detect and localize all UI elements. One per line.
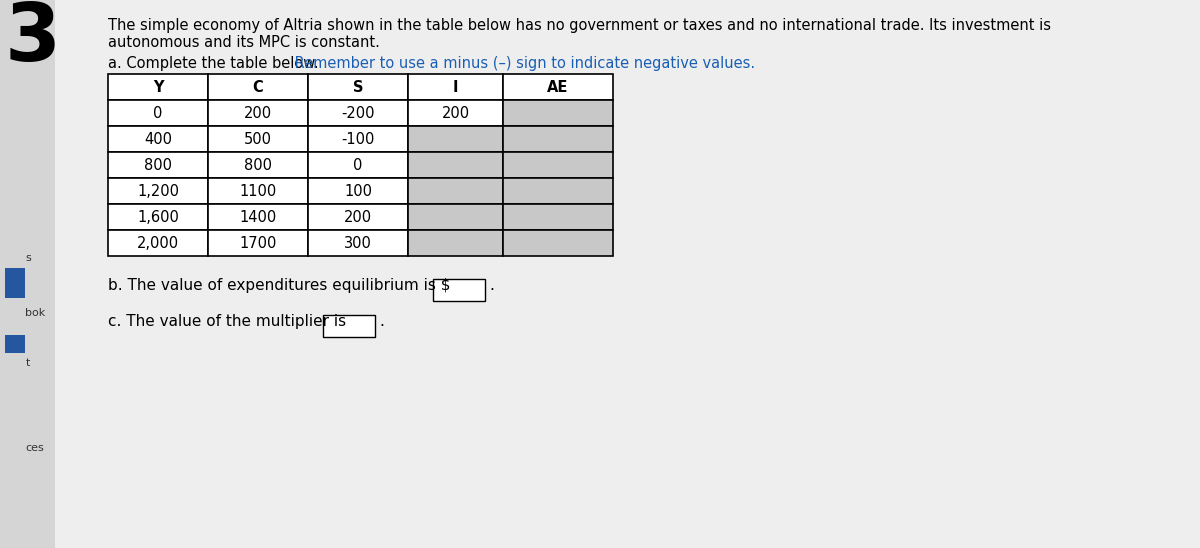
Bar — [108, 74, 208, 100]
Text: bok: bok — [25, 308, 46, 318]
Bar — [108, 178, 208, 204]
Bar — [408, 204, 503, 230]
Bar — [5, 335, 25, 353]
Bar — [503, 126, 613, 152]
Bar — [503, 178, 613, 204]
Bar — [308, 230, 408, 256]
Bar — [208, 152, 308, 178]
Bar — [408, 230, 503, 256]
Bar — [208, 230, 308, 256]
Text: S: S — [353, 79, 364, 94]
Text: 1100: 1100 — [239, 184, 277, 198]
Text: 1400: 1400 — [239, 209, 277, 225]
Text: 3: 3 — [5, 0, 61, 78]
Text: I: I — [452, 79, 458, 94]
Text: s: s — [25, 253, 31, 263]
Text: 800: 800 — [244, 157, 272, 173]
Bar — [408, 74, 503, 100]
Text: AE: AE — [547, 79, 569, 94]
Bar — [408, 178, 503, 204]
Text: 1,200: 1,200 — [137, 184, 179, 198]
Text: 100: 100 — [344, 184, 372, 198]
Text: autonomous and its MPC is constant.: autonomous and its MPC is constant. — [108, 35, 380, 50]
Bar — [108, 152, 208, 178]
Bar — [308, 126, 408, 152]
Text: Y: Y — [152, 79, 163, 94]
Bar — [503, 204, 613, 230]
Bar — [503, 74, 613, 100]
Text: .: . — [490, 278, 494, 293]
Text: a. Complete the table below.: a. Complete the table below. — [108, 56, 319, 71]
Text: 1,600: 1,600 — [137, 209, 179, 225]
Bar — [108, 126, 208, 152]
Bar — [308, 204, 408, 230]
Bar — [208, 204, 308, 230]
Text: 500: 500 — [244, 132, 272, 146]
Text: 0: 0 — [154, 106, 163, 121]
Text: c. The value of the multiplier is: c. The value of the multiplier is — [108, 314, 346, 329]
Bar — [408, 152, 503, 178]
Text: 200: 200 — [344, 209, 372, 225]
Bar — [433, 279, 485, 301]
Text: 300: 300 — [344, 236, 372, 250]
Bar — [5, 268, 25, 298]
Text: b. The value of expenditures equilibrium is $: b. The value of expenditures equilibrium… — [108, 278, 450, 293]
Bar — [108, 230, 208, 256]
Bar — [408, 100, 503, 126]
Bar — [208, 126, 308, 152]
Bar — [503, 230, 613, 256]
Text: 1700: 1700 — [239, 236, 277, 250]
Bar — [308, 152, 408, 178]
Bar — [503, 100, 613, 126]
Text: 200: 200 — [442, 106, 469, 121]
Text: 2,000: 2,000 — [137, 236, 179, 250]
Text: t: t — [26, 358, 30, 368]
Bar — [0, 0, 55, 548]
Bar — [108, 100, 208, 126]
Bar — [323, 315, 374, 337]
Text: 800: 800 — [144, 157, 172, 173]
Bar — [208, 178, 308, 204]
Text: The simple economy of Altria shown in the table below has no government or taxes: The simple economy of Altria shown in th… — [108, 18, 1051, 33]
Bar — [308, 74, 408, 100]
Text: 400: 400 — [144, 132, 172, 146]
Text: -100: -100 — [341, 132, 374, 146]
Text: Remember to use a minus (–) sign to indicate negative values.: Remember to use a minus (–) sign to indi… — [290, 56, 755, 71]
Bar — [108, 204, 208, 230]
Bar — [208, 74, 308, 100]
Text: .: . — [379, 314, 384, 329]
Text: 0: 0 — [353, 157, 362, 173]
Bar — [308, 178, 408, 204]
Bar — [208, 100, 308, 126]
Bar — [503, 152, 613, 178]
Bar — [408, 126, 503, 152]
Text: C: C — [253, 79, 263, 94]
Text: ces: ces — [25, 443, 44, 453]
Text: -200: -200 — [341, 106, 374, 121]
Text: 200: 200 — [244, 106, 272, 121]
Bar — [308, 100, 408, 126]
